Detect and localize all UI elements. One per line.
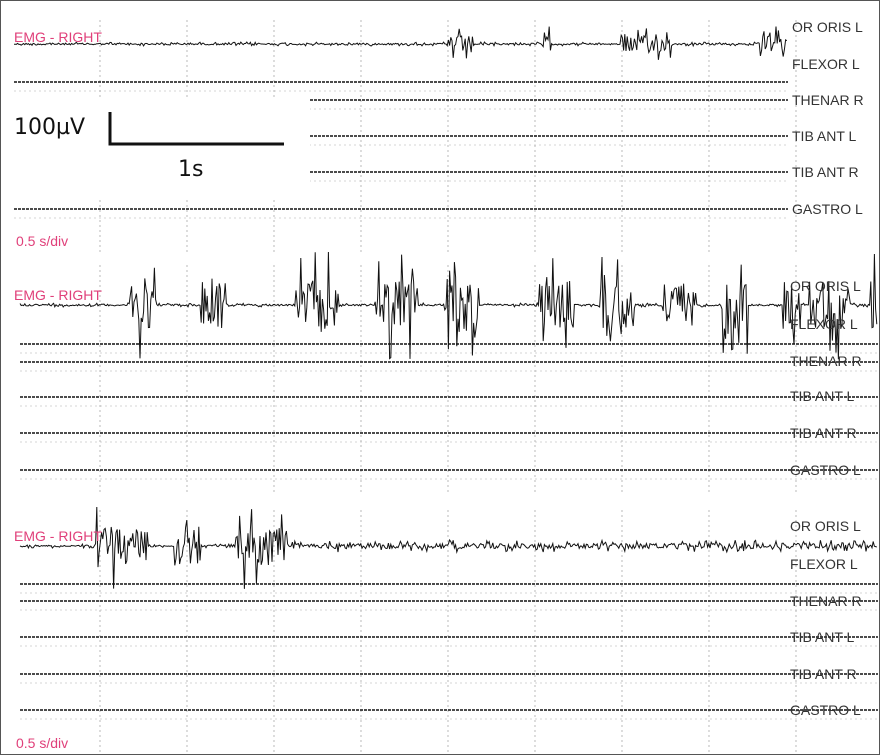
- panel1-trace-emg-active: [13, 26, 788, 60]
- scale-amplitude-label: 100µV: [14, 115, 85, 140]
- panel3-footer-label: 0.5 s/div: [16, 735, 68, 751]
- panel3-trace-emg-active: [19, 506, 877, 589]
- scale-bar-backdrop: [10, 98, 310, 198]
- panel3-channel-flexor-l: FLEXOR L: [790, 556, 858, 572]
- panel2-channel-tib-ant-r: TIB ANT R: [790, 425, 857, 441]
- scale-time-label: 1s: [178, 157, 203, 182]
- panel2-channel-flexor-l: FLEXOR L: [790, 316, 858, 332]
- panel3-header-label: EMG - RIGHT: [14, 528, 102, 544]
- panel3-channel-thenar-r: THENAR R: [790, 593, 862, 609]
- trace-layer: [13, 26, 878, 711]
- panel1-channel-tib-ant-r: TIB ANT R: [792, 164, 859, 180]
- panel3-channel-tib-ant-r: TIB ANT R: [790, 666, 857, 682]
- panel1-header-label: EMG - RIGHT: [14, 29, 102, 45]
- panel3-channel-or-oris-l: OR ORIS L: [790, 518, 861, 534]
- panel1-channel-flexor-l: FLEXOR L: [792, 56, 860, 72]
- panel3-channel-tib-ant-l: TIB ANT L: [790, 629, 855, 645]
- panel1-footer-label: 0.5 s/div: [16, 233, 68, 249]
- panel1-channel-gastro-l: GASTRO L: [792, 201, 863, 217]
- panel2-channel-gastro-l: GASTRO L: [790, 462, 861, 478]
- panel2-channel-tib-ant-l: TIB ANT L: [790, 388, 855, 404]
- scale-bar: [108, 112, 284, 146]
- panel2-trace-emg-active: [19, 251, 878, 360]
- panel1-channel-tib-ant-l: TIB ANT L: [792, 128, 857, 144]
- panel2-channel-thenar-r: THENAR R: [790, 353, 862, 369]
- panel1-channel-or-oris-l: OR ORIS L: [792, 19, 863, 35]
- panel2-header-label: EMG - RIGHT: [14, 287, 102, 303]
- panel1-channel-thenar-r: THENAR R: [792, 92, 864, 108]
- panel3-channel-gastro-l: GASTRO L: [790, 702, 861, 718]
- panel2-channel-or-oris-l: OR ORIS L: [790, 278, 861, 294]
